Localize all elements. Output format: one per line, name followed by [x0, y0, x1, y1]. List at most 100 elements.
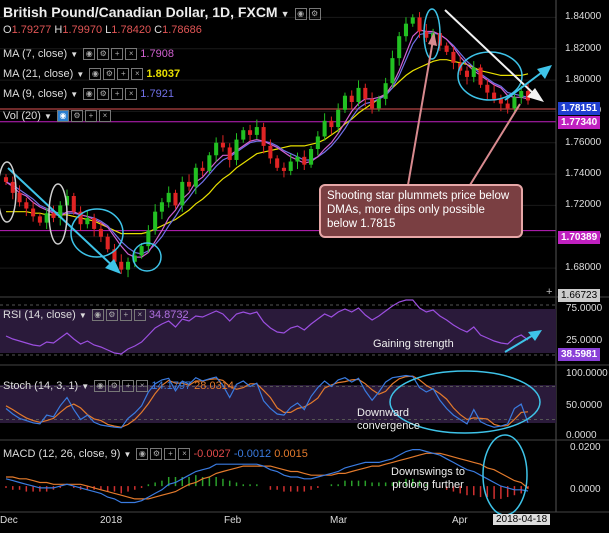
candle-body — [410, 17, 415, 24]
vol-chevron-icon[interactable]: ▼ — [43, 112, 52, 121]
ma9-close-icon[interactable]: × — [125, 88, 138, 101]
stoch-add-icon[interactable]: + — [122, 380, 135, 393]
candle-body — [159, 202, 164, 212]
candle-body — [98, 228, 103, 237]
candle-body — [376, 98, 381, 109]
candle-body — [342, 95, 347, 110]
candle-body — [3, 177, 9, 182]
ohlc-low-value: 1.78420 — [111, 24, 152, 36]
ma21-value: 1.8037 — [146, 68, 181, 80]
ma21-add-icon[interactable]: + — [117, 68, 130, 81]
candle-body — [417, 17, 422, 32]
ohlc-close-label: C — [154, 24, 163, 36]
ma7-add-icon[interactable]: + — [111, 48, 124, 61]
stoch-chevron-icon[interactable]: ▼ — [81, 382, 90, 391]
vol-close-icon[interactable]: × — [98, 110, 111, 123]
stoch-tick-100: 100.0000 — [566, 368, 608, 379]
rsi-series — [0, 299, 556, 356]
rsi-add-icon[interactable]: + — [119, 309, 132, 322]
vol-settings-icon[interactable]: ⚙ — [70, 110, 83, 123]
candle-body — [370, 98, 375, 109]
candle-body — [519, 91, 524, 98]
vol-eye-icon[interactable]: ◉ — [56, 110, 69, 123]
candle-body — [478, 67, 483, 85]
candle-body — [92, 217, 97, 229]
ma21-close-icon[interactable]: × — [131, 68, 144, 81]
candle-body — [125, 261, 131, 270]
ma9-legend[interactable]: MA (9, close) ▼ ◉ ⚙ + × 1.7921 — [3, 88, 174, 101]
macd-settings-icon[interactable]: ⚙ — [150, 448, 163, 461]
candle-body — [17, 192, 22, 203]
rsi-arrow — [504, 333, 536, 353]
rsi-close-icon[interactable]: × — [133, 309, 146, 322]
candle-body — [315, 136, 320, 149]
rsi-arrow-head — [528, 330, 542, 341]
stoch-settings-icon[interactable]: ⚙ — [108, 380, 121, 393]
rsi-settings-icon[interactable]: ⚙ — [105, 309, 118, 322]
candle-body — [31, 208, 36, 217]
analysis-callout: Shooting star plummets price below DMAs,… — [319, 184, 523, 238]
ohlc-high-value: 1.79970 — [62, 24, 103, 36]
time-label-apr: Apr — [452, 515, 468, 526]
candle-body — [207, 155, 212, 171]
ohlc-row: O1.79277 H1.79970 L1.78420 C1.78686 — [3, 24, 202, 36]
ma7-eye-icon[interactable]: ◉ — [83, 48, 96, 61]
candle-body — [336, 109, 341, 128]
callout-pointer-1-head — [428, 32, 437, 46]
eye-icon[interactable]: ◉ — [294, 8, 307, 21]
rsi-eye-icon[interactable]: ◉ — [91, 309, 104, 322]
stoch-label: Stoch (14, 3, 1) — [3, 380, 79, 392]
candle-body — [275, 158, 280, 168]
downtrend-arrow-left-head — [105, 259, 121, 274]
candle-body — [71, 196, 76, 212]
candle-body — [288, 161, 293, 171]
ma9-chevron-icon[interactable]: ▼ — [70, 90, 79, 99]
macd-close-icon[interactable]: × — [178, 448, 191, 461]
ma9-add-icon[interactable]: + — [111, 88, 124, 101]
symbol-menu-chevron-icon[interactable]: ▼ — [280, 9, 290, 19]
price-tick-label: 1.68000 — [565, 262, 602, 274]
add-scale-icon[interactable]: + — [546, 286, 553, 298]
candle-body — [390, 58, 395, 84]
price-tick-label: 1.72000 — [565, 199, 602, 211]
ma7-chevron-icon[interactable]: ▼ — [70, 50, 79, 59]
ma21-settings-icon[interactable]: ⚙ — [103, 68, 116, 81]
candle-body — [146, 230, 151, 247]
ma7-settings-icon[interactable]: ⚙ — [97, 48, 110, 61]
ma9-settings-icon[interactable]: ⚙ — [97, 88, 110, 101]
ma7-legend[interactable]: MA (7, close) ▼ ◉ ⚙ + × 1.7908 — [3, 48, 174, 61]
macd-chevron-icon[interactable]: ▼ — [123, 450, 132, 459]
macd-eye-icon[interactable]: ◉ — [136, 448, 149, 461]
candle-body — [241, 130, 246, 140]
macd-add-icon[interactable]: + — [164, 448, 177, 461]
candle-body — [302, 156, 307, 165]
stoch-tick-0: 0.0000 — [566, 430, 597, 441]
time-label-2018: 2018 — [100, 515, 123, 526]
ma21-legend[interactable]: MA (21, close) ▼ ◉ ⚙ + × 1.8037 — [3, 68, 181, 81]
time-label-mar: Mar — [330, 515, 348, 526]
ma7-close-icon[interactable]: × — [125, 48, 138, 61]
stoch-eye-icon[interactable]: ◉ — [94, 380, 107, 393]
ellipse-early-top — [0, 161, 17, 223]
candle-body — [173, 192, 178, 206]
time-label-dec: Dec — [0, 515, 18, 526]
vol-add-icon[interactable]: + — [84, 110, 97, 123]
ma9-eye-icon[interactable]: ◉ — [83, 88, 96, 101]
vol-legend[interactable]: Vol (20) ▼ ◉ ⚙ + × — [3, 110, 111, 123]
candle-body — [85, 217, 90, 225]
chart-title: British Pound/Canadian Dollar, 1D, FXCM — [3, 4, 278, 20]
price-tick-label: 1.82000 — [565, 42, 602, 54]
rsi-tick-25: 25.0000 — [566, 335, 603, 346]
ma21-eye-icon[interactable]: ◉ — [89, 68, 102, 81]
candle-body — [139, 246, 144, 256]
macd-signal-value: -0.0012 — [233, 448, 272, 460]
stoch-legend[interactable]: Stoch (14, 3, 1) ▼ ◉ ⚙ + × 14.1797 28.0314 — [3, 380, 234, 393]
price-tag-low: 1.66723 — [558, 289, 601, 302]
ma21-chevron-icon[interactable]: ▼ — [76, 70, 85, 79]
macd-legend[interactable]: MACD (12, 26, close, 9) ▼ ◉ ⚙ + × -0.0027 -… — [3, 448, 308, 461]
settings-icon[interactable]: ⚙ — [308, 8, 321, 21]
stoch-close-icon[interactable]: × — [136, 380, 149, 393]
rsi-legend[interactable]: RSI (14, close) ▼ ◉ ⚙ + × 34.8732 — [3, 309, 189, 322]
rsi-chevron-icon[interactable]: ▼ — [78, 311, 87, 320]
